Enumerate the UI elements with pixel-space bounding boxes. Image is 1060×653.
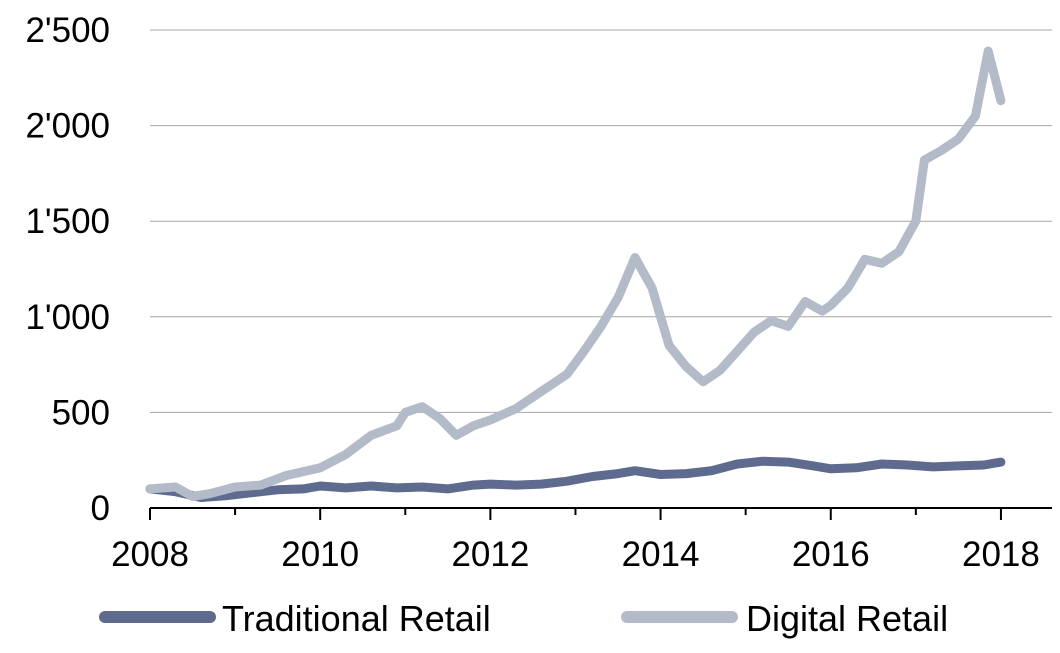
x-axis: 2008 2010 2012 2014 2016 2018 xyxy=(111,507,1052,574)
x-tick-label: 2010 xyxy=(281,535,359,574)
y-tick-label: 0 xyxy=(91,489,110,528)
x-tick-label: 2012 xyxy=(451,535,529,574)
y-tick-label: 500 xyxy=(52,393,110,432)
legend-label-traditional-retail: Traditional Retail xyxy=(222,598,491,639)
x-tick-label: 2014 xyxy=(622,535,700,574)
legend-label-digital-retail: Digital Retail xyxy=(746,598,948,639)
y-tick-label: 1'000 xyxy=(25,298,110,337)
series-line-traditional-retail xyxy=(145,456,1006,502)
y-axis-tick-labels: 0 500 1'000 1'500 2'000 2'500 xyxy=(25,11,110,528)
series-lines xyxy=(145,46,1006,502)
x-tick-label: 2018 xyxy=(962,535,1040,574)
y-tick-label: 1'500 xyxy=(25,202,110,241)
grid-lines xyxy=(150,29,1052,413)
legend: Traditional Retail Digital Retail xyxy=(99,598,948,639)
y-tick-label: 2'500 xyxy=(25,11,110,50)
x-tick-label: 2016 xyxy=(792,535,870,574)
x-tick-label: 2008 xyxy=(111,535,189,574)
y-tick-label: 2'000 xyxy=(25,107,110,146)
series-line-digital-retail xyxy=(145,46,1006,501)
